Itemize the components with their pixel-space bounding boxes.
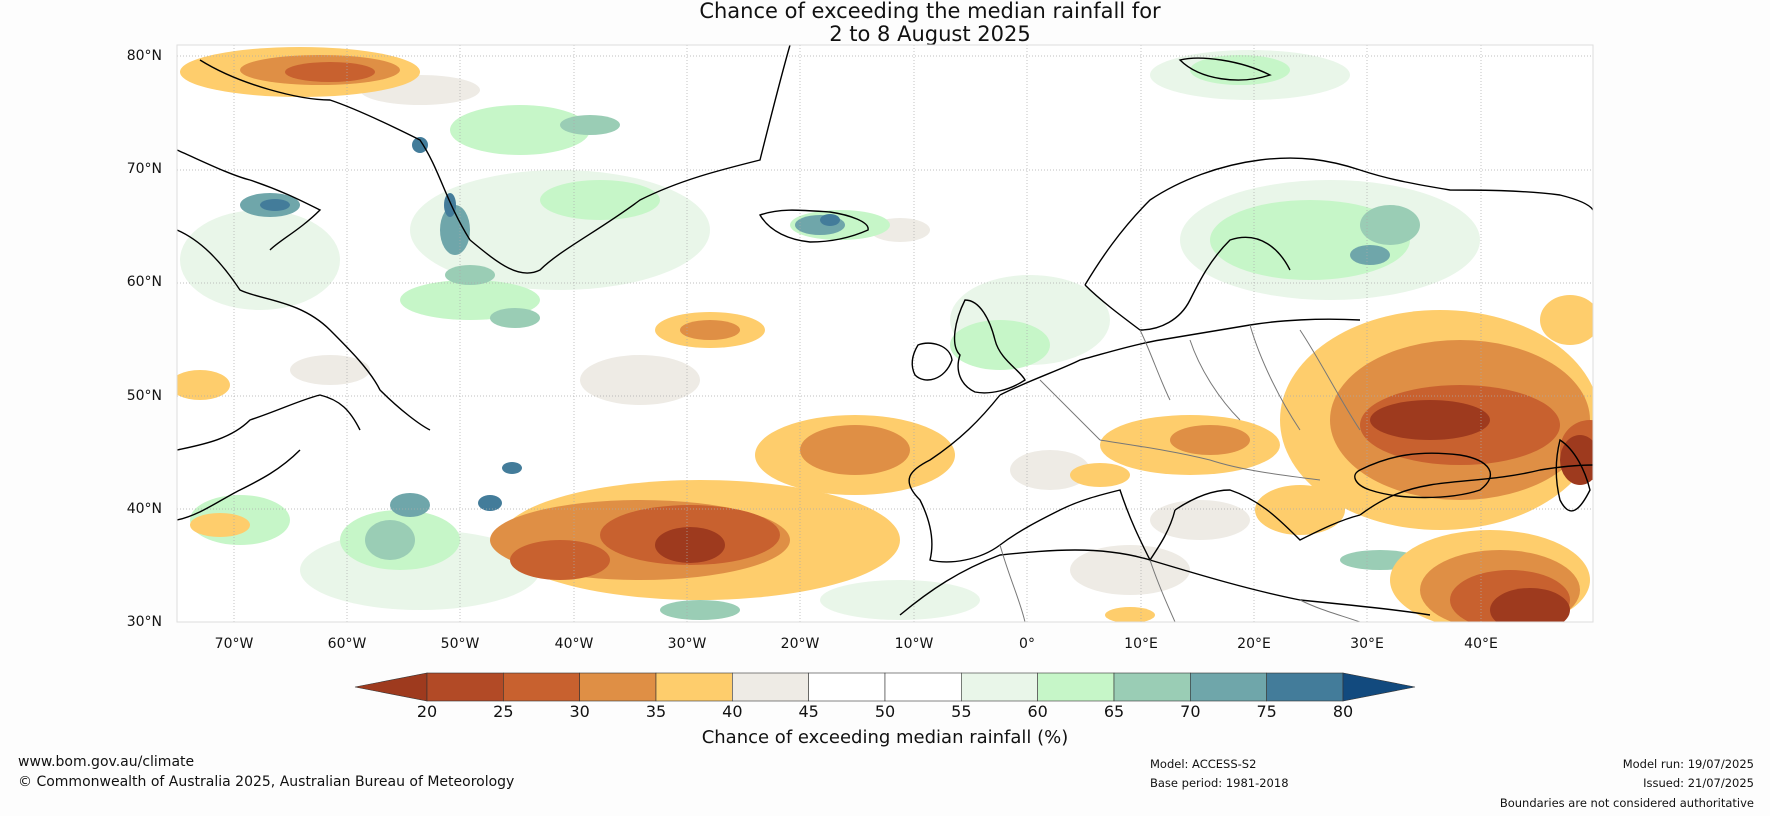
colorbar-extend-high (1342, 672, 1416, 702)
coastlines (177, 45, 1593, 616)
lat-label-50n: 50°N (126, 388, 162, 404)
colorbar-segment (732, 672, 809, 702)
colorbar-tick-label: 50 (874, 702, 896, 721)
lon-label-30w: 30°W (667, 636, 707, 652)
colorbar-tick-label: 60 (1027, 702, 1048, 721)
lat-label-60n: 60°N (126, 274, 162, 290)
colorbar-tick-label: 70 (1180, 702, 1201, 721)
chart-title: Chance of exceeding the median rainfall … (0, 0, 1770, 46)
colorbar-tick-label: 80 (1332, 702, 1354, 721)
colorbar (354, 672, 1416, 702)
colorbar-tick-label: 40 (722, 702, 743, 721)
lat-label-30n: 30°N (126, 614, 162, 630)
lon-label-30e: 30°E (1350, 636, 1384, 652)
lon-label-40w: 40°W (554, 636, 594, 652)
lon-label-10w: 10°W (894, 636, 934, 652)
lon-label-10e: 10°E (1124, 636, 1158, 652)
colorbar-tick-label: 20 (416, 702, 438, 721)
title-line-1: Chance of exceeding the median rainfall … (699, 0, 1161, 23)
lon-label-70w: 70°W (214, 636, 254, 652)
colorbar-segment (655, 672, 733, 702)
colorbar-tick-label: 75 (1256, 702, 1277, 721)
footer-model: Model: ACCESS-S2 (1150, 757, 1257, 771)
footer-disclaimer: Boundaries are not considered authoritat… (1499, 796, 1754, 810)
probability-field (177, 45, 1593, 622)
colorbar-segment (579, 672, 657, 702)
lat-label-70n: 70°N (126, 161, 162, 177)
footer-issued: Issued: 21/07/2025 (1643, 776, 1754, 790)
title-line-2: 2 to 8 August 2025 (829, 22, 1031, 46)
lon-label-20e: 20°E (1237, 636, 1271, 652)
colorbar-segment (1266, 672, 1344, 702)
footer-url: www.bom.gov.au/climate (18, 754, 195, 770)
colorbar-segment (1037, 672, 1115, 702)
colorbar-segment (1190, 672, 1267, 702)
lon-label-0: 0° (1019, 636, 1035, 652)
colorbar-segment (884, 672, 962, 702)
colorbar-segment (961, 672, 1038, 702)
colorbar-segment (1113, 672, 1191, 702)
colorbar-tick-label: 45 (798, 702, 819, 721)
lon-label-20w: 20°W (780, 636, 820, 652)
lat-label-40n: 40°N (126, 501, 162, 517)
colorbar-segment (426, 672, 504, 702)
footer-base-period: Base period: 1981-2018 (1150, 776, 1289, 790)
colorbar-tick-label: 25 (493, 702, 514, 721)
footer-model-run: Model run: 19/07/2025 (1622, 757, 1754, 771)
colorbar-tick-label: 65 (1103, 702, 1125, 721)
lat-label-80n: 80°N (126, 48, 162, 64)
lon-label-50w: 50°W (440, 636, 480, 652)
colorbar-tick-label: 30 (569, 702, 590, 721)
colorbar-label: Chance of exceeding median rainfall (%) (701, 727, 1069, 748)
colorbar-extend-low (354, 672, 428, 702)
map-frame (176, 44, 1594, 623)
footer-copyright: © Commonwealth of Australia 2025, Austra… (18, 774, 515, 790)
gridlines (177, 45, 1593, 622)
country-borders (999, 324, 1361, 622)
colorbar-tick-label: 55 (951, 702, 972, 721)
colorbar-segment (808, 672, 886, 702)
colorbar-segment (503, 672, 580, 702)
lon-label-60w: 60°W (327, 636, 367, 652)
colorbar-tick-label: 35 (645, 702, 667, 721)
colorbar-segments (354, 672, 1416, 702)
lon-label-40e: 40°E (1464, 636, 1498, 652)
